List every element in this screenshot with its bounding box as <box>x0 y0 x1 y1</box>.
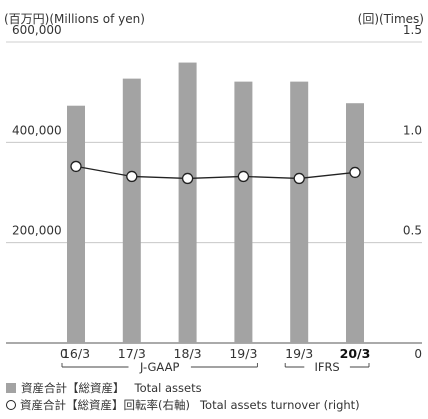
line-point <box>70 160 82 173</box>
bar <box>346 103 364 343</box>
right-tick-label: 1.0 <box>403 123 422 137</box>
bar <box>67 105 85 343</box>
legend-line-jp: 資産合計【総資産】回転率(右軸) <box>20 398 190 412</box>
left-tick-label: 0 <box>60 347 68 361</box>
left-tick-label: 200,000 <box>12 224 62 238</box>
group-label: J-GAAP <box>139 360 180 374</box>
left-tick-label: 400,000 <box>12 123 62 137</box>
category-label: 18/3 <box>174 346 202 361</box>
right-axis-unit: (回)(Times) <box>358 12 424 26</box>
bar <box>178 62 197 344</box>
line-point <box>349 166 361 179</box>
legend-bar-jp: 資産合計【総資産】 <box>21 381 125 395</box>
category-label: 19/3 <box>285 346 313 361</box>
right-tick-label: 0.5 <box>403 224 422 238</box>
category-label: 16/3 <box>62 346 90 361</box>
right-tick-label: 1.5 <box>403 23 422 37</box>
bar <box>234 81 253 344</box>
line-point <box>181 172 194 185</box>
line-point <box>293 172 305 185</box>
line-point <box>126 170 138 183</box>
legend-item-turnover: 資産合計【総資産】回転率(右軸) Total assets turnover (… <box>6 397 360 413</box>
group-label: IFRS <box>314 360 339 374</box>
left-axis-unit: (百万円)(Millions of yen) <box>4 12 145 26</box>
legend-swatch-bar <box>6 383 16 393</box>
left-tick-label: 600,000 <box>12 23 62 37</box>
category-label: 20/3 <box>340 346 371 361</box>
right-tick-label: 0 <box>414 347 422 361</box>
category-label: 19/3 <box>229 346 257 361</box>
legend-bar-en: Total assets <box>134 381 202 395</box>
legend-item-total-assets: 資産合計【総資産】 Total assets <box>6 380 202 396</box>
category-label: 17/3 <box>118 346 146 361</box>
bar <box>290 81 309 344</box>
line-point <box>237 170 250 183</box>
legend-line-en: Total assets turnover (right) <box>199 398 360 412</box>
bar <box>122 78 141 343</box>
legend-swatch-line <box>6 400 16 410</box>
series-line <box>75 165 356 180</box>
